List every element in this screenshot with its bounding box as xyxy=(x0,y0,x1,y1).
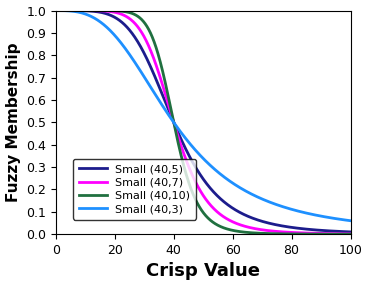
Small (40,7) xyxy=(348,232,353,235)
Small (40,10) xyxy=(54,9,58,12)
X-axis label: Crisp Value: Crisp Value xyxy=(146,263,260,281)
Small (40,3) xyxy=(54,9,58,12)
Small (40,7) xyxy=(69,9,73,12)
Small (40,10) xyxy=(189,188,194,191)
Small (40,7) xyxy=(197,187,201,190)
Small (40,5) xyxy=(197,171,201,175)
Small (40,5) xyxy=(340,230,344,233)
Small (40,5) xyxy=(340,230,344,233)
Small (40,10) xyxy=(340,233,344,236)
Small (40,10) xyxy=(340,233,344,236)
Small (40,3) xyxy=(286,206,290,210)
Small (40,5) xyxy=(54,9,58,12)
Small (40,7) xyxy=(286,231,290,234)
Small (40,3) xyxy=(197,152,201,156)
Small (40,3) xyxy=(340,218,344,221)
Small (40,5) xyxy=(348,230,353,234)
Line: Small (40,7): Small (40,7) xyxy=(56,11,350,234)
Small (40,7) xyxy=(54,9,58,12)
Small (40,7) xyxy=(189,171,194,175)
Line: Small (40,5): Small (40,5) xyxy=(56,11,350,232)
Y-axis label: Fuzzy Membership: Fuzzy Membership xyxy=(6,43,21,202)
Small (40,10) xyxy=(348,233,353,236)
Line: Small (40,3): Small (40,3) xyxy=(56,11,350,221)
Line: Small (40,10): Small (40,10) xyxy=(56,11,350,234)
Small (40,3) xyxy=(69,9,73,13)
Small (40,7) xyxy=(340,232,344,235)
Small (40,3) xyxy=(189,144,194,147)
Small (40,3) xyxy=(340,218,344,221)
Small (40,3) xyxy=(348,219,353,223)
Small (40,5) xyxy=(69,9,73,12)
Small (40,5) xyxy=(286,225,290,229)
Small (40,10) xyxy=(69,9,73,12)
Small (40,7) xyxy=(340,232,344,235)
Small (40,10) xyxy=(286,232,290,236)
Small (40,5) xyxy=(189,158,194,162)
Small (40,10) xyxy=(197,205,201,208)
Legend: Small (40,5), Small (40,7), Small (40,10), Small (40,3): Small (40,5), Small (40,7), Small (40,10… xyxy=(73,158,196,220)
